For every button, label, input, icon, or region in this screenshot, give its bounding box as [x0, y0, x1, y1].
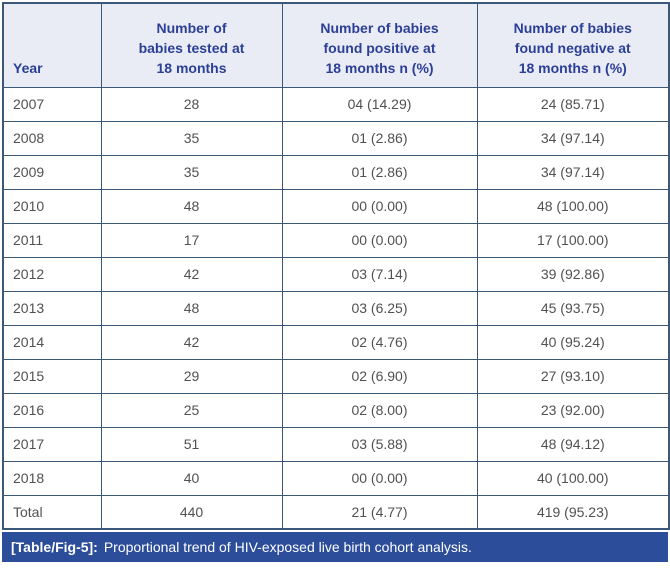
cell-positive: 00 (0.00): [281, 188, 478, 224]
cell-negative: 40 (95.24): [476, 324, 670, 360]
cell-year: 2018: [2, 460, 102, 496]
table-row: 2012 42 03 (7.14) 39 (92.86): [2, 256, 670, 292]
figure-caption-label: [Table/Fig-5]:: [11, 539, 98, 555]
cell-year: 2013: [2, 290, 102, 326]
table-row: 2008 35 01 (2.86) 34 (97.14): [2, 120, 670, 156]
cell-tested: 40: [100, 460, 283, 496]
cell-negative: 34 (97.14): [476, 120, 670, 156]
cell-tested: 35: [100, 154, 283, 190]
cell-negative: 27 (93.10): [476, 358, 670, 394]
cell-tested: 440: [100, 494, 283, 530]
cell-negative: 24 (85.71): [476, 86, 670, 122]
cell-tested: 48: [100, 290, 283, 326]
table-row: 2016 25 02 (8.00) 23 (92.00): [2, 392, 670, 428]
cell-positive: 02 (8.00): [281, 392, 478, 428]
cell-positive: 03 (7.14): [281, 256, 478, 292]
cell-year: 2011: [2, 222, 102, 258]
cell-tested: 28: [100, 86, 283, 122]
cell-tested: 25: [100, 392, 283, 428]
cell-year: 2017: [2, 426, 102, 462]
cell-negative: 45 (93.75): [476, 290, 670, 326]
table-body: 2007 28 04 (14.29) 24 (85.71) 2008 35 01…: [2, 86, 670, 530]
cell-negative: 34 (97.14): [476, 154, 670, 190]
cell-negative: 40 (100.00): [476, 460, 670, 496]
cell-negative: 39 (92.86): [476, 256, 670, 292]
figure-caption-bar: [Table/Fig-5]: Proportional trend of HIV…: [2, 532, 668, 562]
cell-year: 2015: [2, 358, 102, 394]
cell-tested: 17: [100, 222, 283, 258]
cell-year: 2009: [2, 154, 102, 190]
cell-negative: 17 (100.00): [476, 222, 670, 258]
cell-negative: 23 (92.00): [476, 392, 670, 428]
cell-positive: 02 (6.90): [281, 358, 478, 394]
column-header-tested: Number of babies tested at 18 months: [100, 2, 283, 88]
figure-caption-text: Proportional trend of HIV-exposed live b…: [103, 539, 472, 555]
cell-positive: 01 (2.86): [281, 120, 478, 156]
cell-year: Total: [2, 494, 102, 530]
table-row: 2009 35 01 (2.86) 34 (97.14): [2, 154, 670, 190]
table-row: Total 440 21 (4.77) 419 (95.23): [2, 494, 670, 530]
cell-positive: 03 (6.25): [281, 290, 478, 326]
cell-positive: 00 (0.00): [281, 222, 478, 258]
cell-year: 2012: [2, 256, 102, 292]
table-row: 2014 42 02 (4.76) 40 (95.24): [2, 324, 670, 360]
cell-tested: 48: [100, 188, 283, 224]
cell-positive: 02 (4.76): [281, 324, 478, 360]
data-table: Year Number of babies tested at 18 month…: [2, 2, 670, 530]
cell-negative: 48 (94.12): [476, 426, 670, 462]
cell-positive: 03 (5.88): [281, 426, 478, 462]
cell-year: 2016: [2, 392, 102, 428]
cell-tested: 51: [100, 426, 283, 462]
cell-year: 2010: [2, 188, 102, 224]
cell-year: 2008: [2, 120, 102, 156]
cell-tested: 42: [100, 324, 283, 360]
table-row: 2007 28 04 (14.29) 24 (85.71): [2, 86, 670, 122]
cell-positive: 00 (0.00): [281, 460, 478, 496]
cell-tested: 35: [100, 120, 283, 156]
column-header-negative: Number of babies found negative at 18 mo…: [476, 2, 670, 88]
cell-tested: 29: [100, 358, 283, 394]
column-header-year: Year: [2, 2, 102, 88]
table-header-row: Year Number of babies tested at 18 month…: [2, 2, 670, 88]
cell-negative: 48 (100.00): [476, 188, 670, 224]
table-row: 2018 40 00 (0.00) 40 (100.00): [2, 460, 670, 496]
column-header-positive: Number of babies found positive at 18 mo…: [281, 2, 478, 88]
cell-positive: 01 (2.86): [281, 154, 478, 190]
table-row: 2010 48 00 (0.00) 48 (100.00): [2, 188, 670, 224]
cell-negative: 419 (95.23): [476, 494, 670, 530]
table-row: 2017 51 03 (5.88) 48 (94.12): [2, 426, 670, 462]
cell-tested: 42: [100, 256, 283, 292]
cell-year: 2007: [2, 86, 102, 122]
cell-year: 2014: [2, 324, 102, 360]
cell-positive: 21 (4.77): [281, 494, 478, 530]
cell-positive: 04 (14.29): [281, 86, 478, 122]
table-row: 2011 17 00 (0.00) 17 (100.00): [2, 222, 670, 258]
table-row: 2013 48 03 (6.25) 45 (93.75): [2, 290, 670, 326]
table-row: 2015 29 02 (6.90) 27 (93.10): [2, 358, 670, 394]
